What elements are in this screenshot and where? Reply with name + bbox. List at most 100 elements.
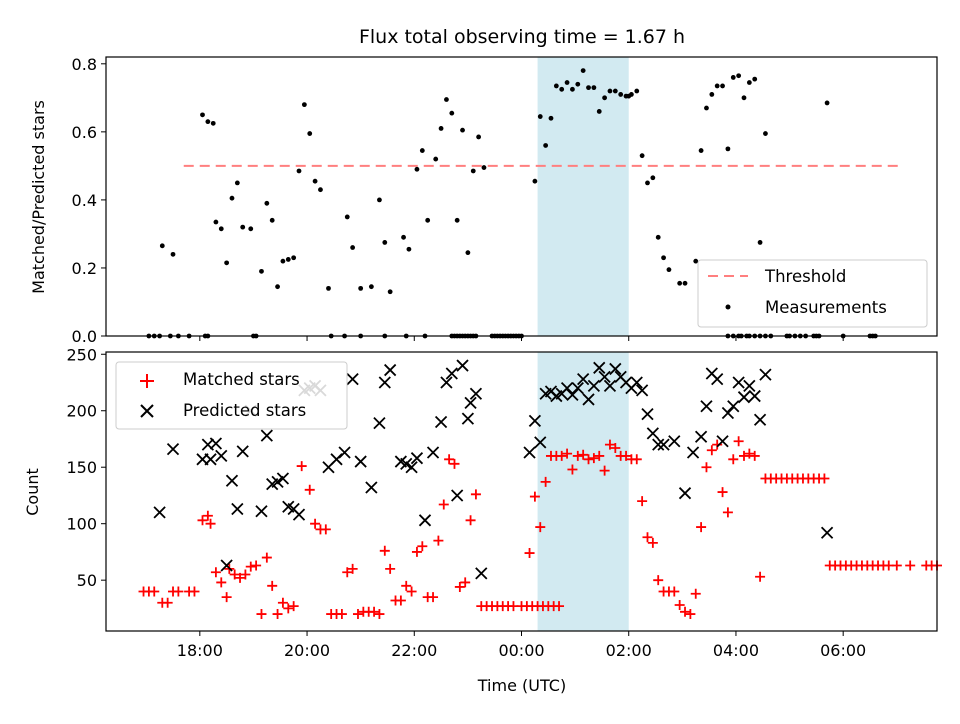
x-tick-label: 22:00: [391, 641, 437, 660]
measurement-point: [358, 285, 364, 291]
matched-star-point: [251, 560, 262, 571]
measurement-point: [537, 114, 543, 119]
measurement-point: [296, 168, 302, 174]
matched-star-point: [240, 569, 251, 580]
predicted-star-point: [598, 370, 611, 383]
predicted-star-point: [469, 387, 483, 400]
matched-star-point: [205, 518, 216, 529]
predicted-star-point: [215, 449, 228, 463]
predicted-star-point: [461, 412, 475, 425]
predicted-star-point: [405, 461, 418, 474]
matched-star-point: [610, 443, 621, 454]
matched-star-point: [529, 491, 540, 502]
predicted-star-point: [292, 508, 306, 521]
measurement-point: [714, 83, 720, 89]
bottom-y-ticks: 50 100 150 200 250: [66, 345, 106, 590]
predicted-star-point: [426, 446, 440, 459]
matched-star-point: [320, 524, 331, 535]
predicted-star-point: [451, 489, 464, 502]
predicted-star-point: [732, 376, 745, 389]
matched-star-point: [272, 609, 283, 620]
measurement-point: [559, 86, 565, 92]
measurement-point: [752, 76, 758, 82]
measurement-point: [368, 284, 374, 290]
matched-star-point: [749, 450, 760, 461]
predicted-star-point: [560, 382, 574, 395]
measurement-point: [736, 73, 742, 79]
measurement-point: [481, 165, 487, 170]
bottom-panel: 50 100 150 200 250 18:00 20:00 22:00 00:00 02:00…: [23, 345, 942, 695]
matched-star-point: [310, 518, 321, 529]
matched-star-point: [567, 464, 578, 475]
matched-star-point: [706, 445, 717, 456]
matched-star-point: [374, 609, 385, 620]
matched-star-point: [369, 606, 380, 617]
matched-star-point: [744, 448, 755, 459]
top-legend: Threshold Measurements: [697, 259, 928, 328]
predicted-star-point: [759, 368, 772, 381]
measurement-point: [575, 81, 581, 87]
measurement-point: [645, 180, 650, 186]
measurement-point: [382, 240, 388, 245]
x-tick-label: 18:00: [177, 641, 223, 660]
measurement-point: [401, 234, 406, 240]
measurement-point: [591, 85, 597, 91]
matched-star-point: [642, 532, 653, 543]
matched-star-point: [433, 535, 444, 546]
measurement-point: [312, 178, 318, 184]
legend-predicted-label: Predicted stars: [183, 401, 306, 420]
predicted-star-point: [231, 502, 244, 516]
measurement-point: [344, 214, 350, 220]
measurement-point: [763, 131, 768, 136]
predicted-star-point: [338, 446, 351, 459]
matched-star-point: [578, 449, 589, 460]
predicted-star-point: [410, 452, 424, 465]
matched-star-point: [540, 476, 551, 487]
predicted-star-point: [346, 372, 359, 386]
predicted-star-point: [668, 435, 681, 448]
measurement-point: [532, 178, 538, 184]
matched-star-point: [173, 586, 184, 597]
bottom-y-axis-label: Count: [23, 468, 42, 516]
matched-star-point: [401, 580, 412, 591]
matched-star-point: [554, 601, 565, 612]
measurement-point: [553, 83, 559, 89]
matched-star-point: [653, 575, 664, 586]
matched-star-point: [465, 515, 476, 526]
measurement-point: [170, 251, 176, 257]
measurement-point: [200, 112, 205, 118]
bottom-legend: Matched stars Predicted stars: [115, 361, 348, 430]
predicted-star-point: [748, 389, 761, 403]
measurement-point: [693, 258, 699, 264]
matched-star-point: [599, 465, 610, 476]
predicted-star-point: [378, 376, 391, 389]
matched-star-point: [261, 552, 272, 563]
predicted-star-point: [373, 417, 386, 430]
predicted-star-point: [534, 436, 547, 449]
matched-star-point: [210, 567, 221, 578]
matched-star-point: [444, 454, 455, 465]
measurement-point: [720, 83, 725, 89]
predicted-star-point: [276, 472, 290, 485]
matched-star-point: [428, 592, 439, 603]
matched-star-point: [347, 563, 358, 574]
legend-measurements-label: Measurements: [765, 298, 887, 317]
measurement-point: [824, 100, 830, 106]
predicted-star-point: [528, 414, 542, 428]
matched-star-point: [717, 487, 728, 498]
measurement-point: [224, 260, 230, 266]
matched-star-point: [755, 571, 766, 582]
matched-star-point: [690, 588, 701, 599]
measurement-point: [419, 148, 425, 153]
matched-star-point: [669, 586, 680, 597]
predicted-star-point: [721, 406, 735, 420]
measurement-point: [326, 285, 331, 291]
matched-star-point: [342, 567, 353, 578]
matched-star-point: [256, 609, 267, 620]
measurement-point: [240, 224, 246, 230]
measurement-point: [746, 80, 752, 85]
matched-star-point: [406, 586, 417, 597]
measurement-point: [570, 86, 575, 92]
predicted-star-point: [582, 393, 595, 406]
